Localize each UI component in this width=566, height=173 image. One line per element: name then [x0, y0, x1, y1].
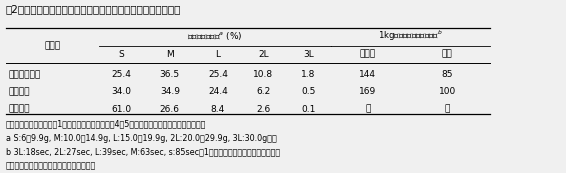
Text: L: L — [216, 50, 220, 59]
Text: 1kg当たりパック詰め時間$^b$: 1kg当たりパック詰め時間$^b$ — [378, 29, 443, 43]
Text: 10.8: 10.8 — [253, 70, 273, 79]
Text: に各品種毎の規格別収量を試算して算出: に各品種毎の規格別収量を試算して算出 — [6, 162, 96, 171]
Text: 61.0: 61.0 — [112, 105, 132, 114]
Text: M: M — [166, 50, 174, 59]
Text: 169: 169 — [359, 87, 376, 96]
Text: （秒）: （秒） — [360, 50, 376, 59]
Text: 34.9: 34.9 — [160, 87, 180, 96]
Text: 0.5: 0.5 — [301, 87, 316, 96]
Text: 2L: 2L — [258, 50, 268, 59]
Text: 36.5: 36.5 — [160, 70, 180, 79]
Text: 85: 85 — [441, 70, 453, 79]
Text: 3L: 3L — [303, 50, 314, 59]
Text: S: S — [119, 50, 125, 59]
Text: 100: 100 — [439, 87, 456, 96]
Text: －: － — [365, 105, 371, 114]
Text: 品種名: 品種名 — [44, 41, 61, 50]
Text: 6.2: 6.2 — [256, 87, 271, 96]
Text: 表2　「カレンベリー」の商品果の規格別占有割合と調整時間: 表2 「カレンベリー」の商品果の規格別占有割合と調整時間 — [6, 4, 181, 14]
Text: 144: 144 — [359, 70, 376, 79]
Text: 規格別占有割合$^a$ (%): 規格別占有割合$^a$ (%) — [187, 30, 243, 42]
Text: 豊交早生: 豊交早生 — [8, 105, 30, 114]
Text: 1.8: 1.8 — [301, 70, 316, 79]
Text: a S:6～9.9g, M:10.0～14.9g, L:15.0～19.9g, 2L:20.0～29.9g, 3L:30.0g以上: a S:6～9.9g, M:10.0～14.9g, L:15.0～19.9g, … — [6, 134, 276, 143]
Text: 2.6: 2.6 — [256, 105, 271, 114]
Text: －: － — [444, 105, 450, 114]
Text: とよのか: とよのか — [8, 87, 30, 96]
Text: 25.4: 25.4 — [208, 70, 228, 79]
Text: 0.1: 0.1 — [301, 105, 316, 114]
Text: b 3L:18sec, 2L:27sec, L:39sec, M:63sec, s:85sec／1パック（岡山農総セ農試データ）: b 3L:18sec, 2L:27sec, L:39sec, M:63sec, … — [6, 148, 280, 157]
Text: 育成地での半促成栽培（1月上旬保温開始）による4～5月の商品果（正常果および乱形果）: 育成地での半促成栽培（1月上旬保温開始）による4～5月の商品果（正常果および乱形… — [6, 119, 206, 128]
Text: 24.4: 24.4 — [208, 87, 228, 96]
Text: 8.4: 8.4 — [211, 105, 225, 114]
Text: 対比: 対比 — [442, 50, 452, 59]
Text: 26.6: 26.6 — [160, 105, 180, 114]
Text: 25.4: 25.4 — [112, 70, 132, 79]
Text: 34.0: 34.0 — [112, 87, 132, 96]
Text: カレンベリー: カレンベリー — [8, 70, 41, 79]
